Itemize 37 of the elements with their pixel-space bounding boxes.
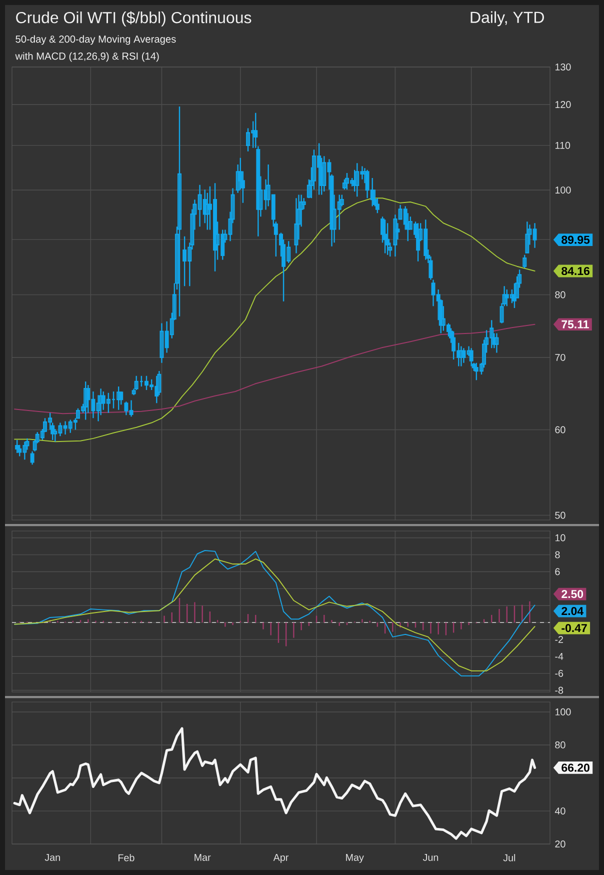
y-tick-label: 110	[555, 142, 570, 149]
x-tick-label: May	[346, 854, 364, 863]
annotation: -0.47	[562, 624, 587, 632]
y-tick-label: -4	[555, 653, 564, 660]
y-tick-label: 100	[555, 186, 571, 194]
text: Daily, YTD	[470, 11, 544, 26]
x-tick-label: Jul	[503, 854, 516, 862]
annotation: 2.50	[562, 590, 584, 598]
y-tick-label: 10	[555, 534, 566, 542]
x-tick-label: Jan	[44, 854, 60, 861]
y-tick-label: 120	[555, 101, 571, 108]
y-tick-label: 50	[555, 512, 566, 519]
x-tick-label: Feb	[118, 854, 134, 862]
y-tick-label: 8	[555, 551, 560, 558]
annotation: 75.11	[562, 320, 589, 328]
chart-subtitle: 50-day & 200-day Moving Averages	[16, 35, 176, 45]
y-tick-label: 100	[555, 708, 571, 716]
annotation: 66.20	[562, 764, 590, 772]
y-tick-label: 20	[555, 840, 566, 848]
y-tick-label: 40	[554, 807, 566, 814]
y-tick-label: -6	[555, 670, 564, 677]
text: with MACD (12,26,9) & RSI (14)	[15, 52, 159, 62]
y-tick-label: -8	[555, 686, 564, 694]
chart-title: Crude Oil WTI ($/bbl) Continuous	[16, 11, 252, 26]
y-tick-label: 80	[555, 291, 566, 298]
x-tick-label: Apr	[273, 854, 289, 863]
annotation: 89.95	[562, 236, 590, 244]
y-tick-label: 60	[555, 426, 566, 434]
y-tick-label: -2	[555, 636, 563, 643]
x-tick-label: Jun	[422, 854, 438, 861]
y-tick-label: 6	[555, 568, 560, 576]
x-tick-label: Mar	[194, 854, 211, 861]
y-tick-label: 80	[555, 741, 566, 748]
y-tick-label: 130	[555, 63, 571, 70]
annotation: 2.04	[562, 606, 584, 616]
annotation: 84.16	[562, 266, 590, 276]
y-tick-label: 70	[555, 354, 566, 361]
